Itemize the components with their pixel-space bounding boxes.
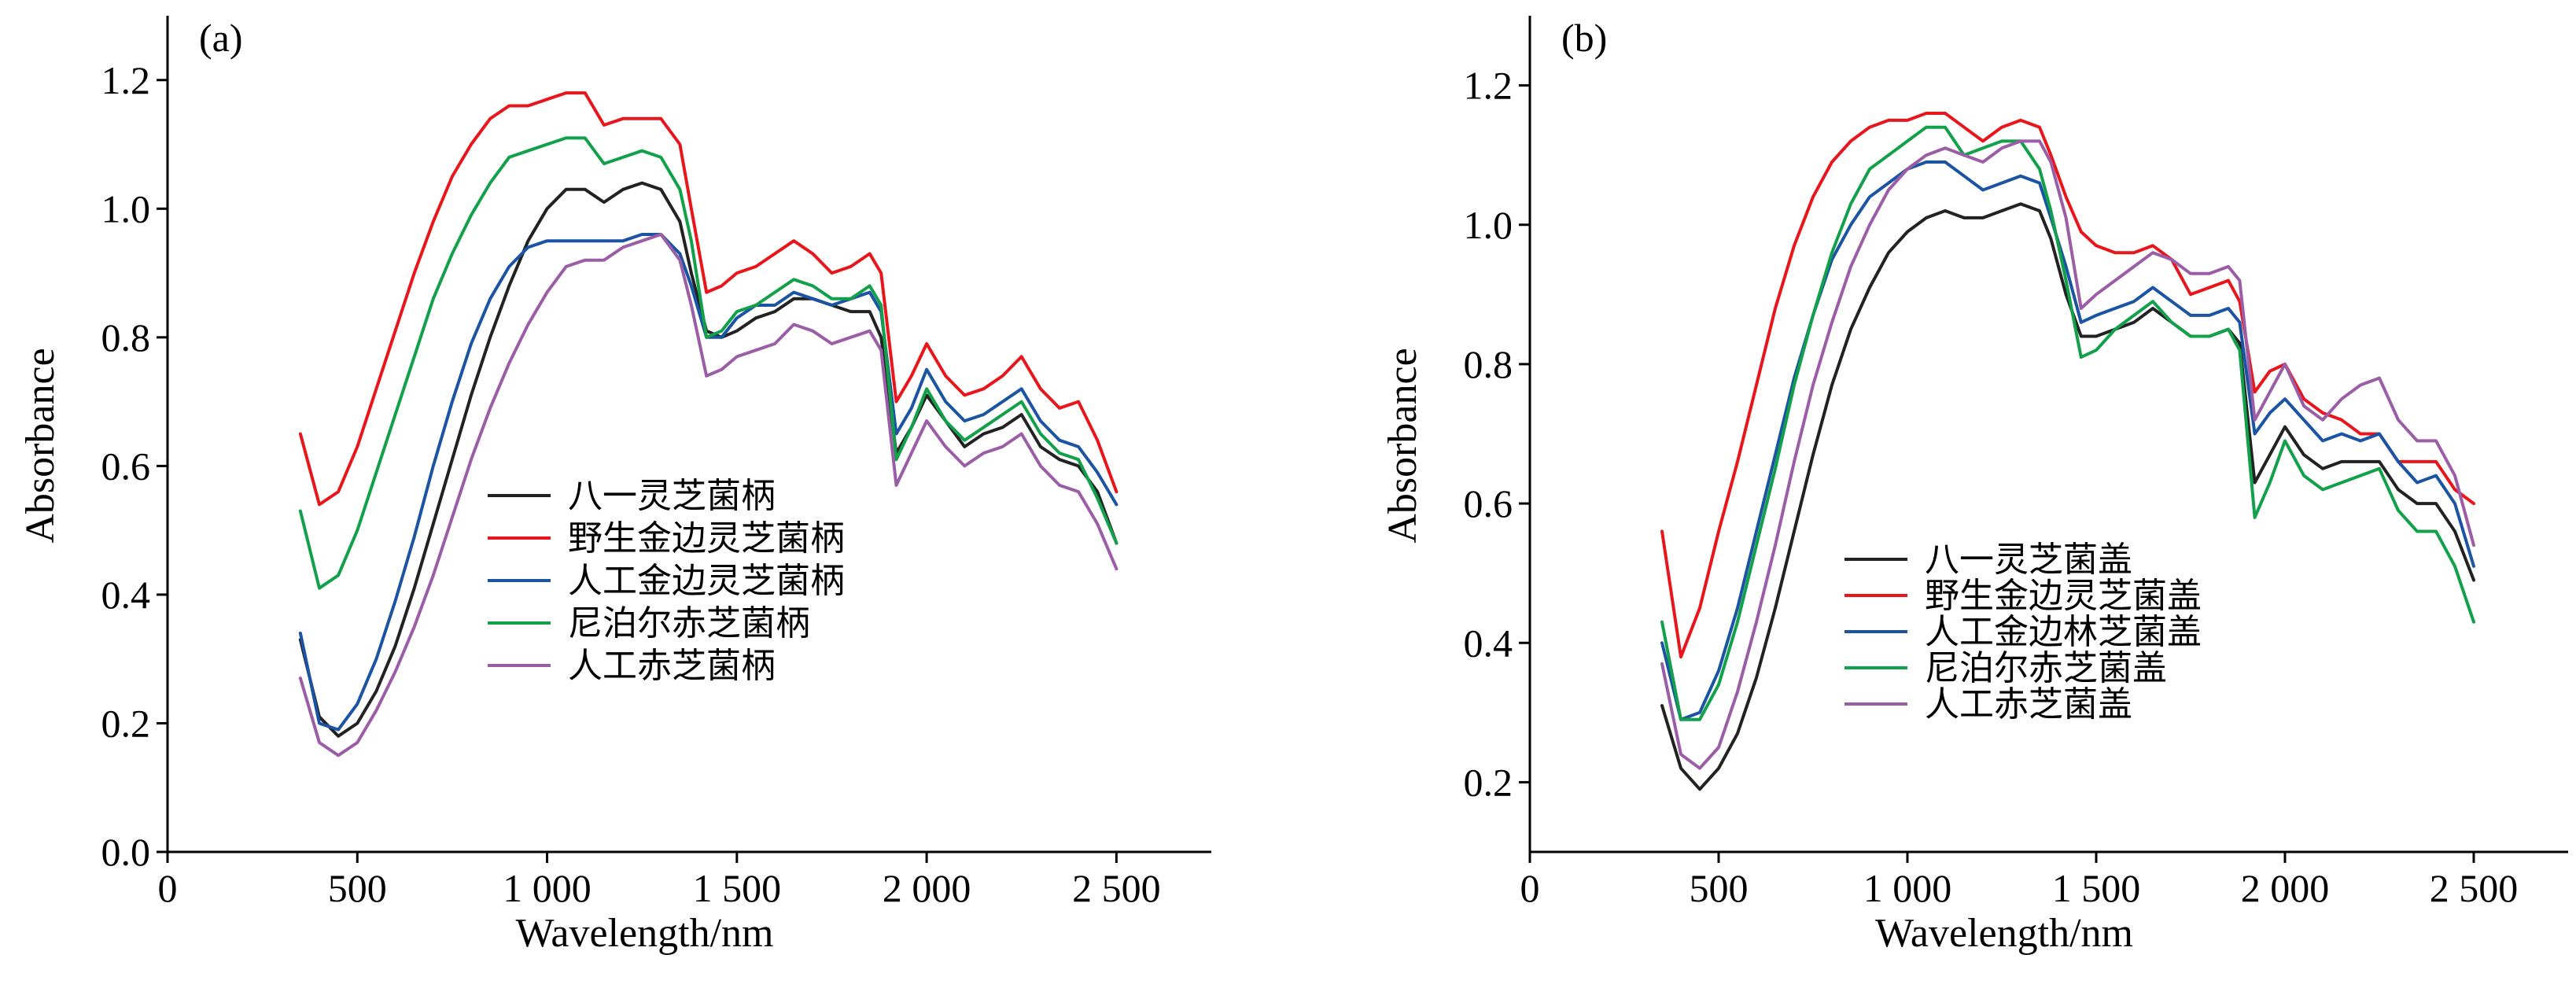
legend-label-1: 野生金边灵芝菌盖 bbox=[1925, 576, 2202, 616]
y-tick-label: 1.2 bbox=[1464, 64, 1513, 108]
y-axis-title: Absorbance bbox=[18, 348, 63, 543]
series-line-3 bbox=[298, 136, 1118, 590]
x-tick-label: 2 000 bbox=[883, 866, 971, 910]
chart-panel-0: 0 500 1 000 1 500 2 000 2 500 0.0 0.2 0.4 0.6 0.8 1… bbox=[18, 16, 1211, 956]
x-tick-label: 0 bbox=[1520, 866, 1540, 910]
y-tick-label: 0.2 bbox=[1464, 760, 1513, 804]
legend-label-2: 人工金边林芝菌盖 bbox=[1925, 612, 2202, 652]
x-tick-label: 2 500 bbox=[2430, 866, 2519, 910]
y-tick-label: 0.8 bbox=[1464, 342, 1513, 386]
x-tick-label: 1 500 bbox=[2052, 866, 2141, 910]
x-tick-label: 1 500 bbox=[693, 866, 782, 910]
y-tick-label: 0.6 bbox=[101, 444, 151, 488]
x-tick-label: 1 000 bbox=[503, 866, 591, 910]
legend-label-2: 人工金边灵芝菌柄 bbox=[568, 561, 845, 601]
x-axis-title: Wavelength/nm bbox=[1875, 911, 2133, 956]
legend-label-3: 尼泊尔赤芝菌柄 bbox=[568, 603, 810, 643]
x-tick-label: 2 000 bbox=[2241, 866, 2330, 910]
series-line-3 bbox=[1660, 125, 2475, 721]
x-tick-label: 500 bbox=[1690, 866, 1749, 910]
y-tick-label: 0.8 bbox=[101, 315, 151, 359]
x-tick-label: 1 000 bbox=[1863, 866, 1952, 910]
y-axis-title: Absorbance bbox=[1380, 348, 1425, 543]
series-line-4 bbox=[1660, 139, 2475, 770]
panel-label: (b) bbox=[1561, 16, 1607, 60]
y-tick-label: 1.0 bbox=[101, 186, 151, 230]
y-tick-label: 0.6 bbox=[1464, 481, 1513, 525]
legend-label-4: 人工赤芝菌盖 bbox=[1925, 684, 2132, 724]
legend-label-0: 八一灵芝菌盖 bbox=[1925, 540, 2132, 580]
panel-label: (a) bbox=[199, 16, 243, 60]
series-line-1 bbox=[1660, 112, 2475, 658]
legend-label-1: 野生金边灵芝菌柄 bbox=[568, 518, 845, 559]
y-tick-label: 0.2 bbox=[101, 701, 151, 745]
series-line-1 bbox=[298, 91, 1118, 507]
series-line-2 bbox=[298, 233, 1118, 732]
chart-panel-1: 0 500 1 000 1 500 2 000 2 500 0.2 0.4 0.6 0.8 1.0 1… bbox=[1380, 16, 2568, 956]
y-tick-label: 1.0 bbox=[1464, 203, 1513, 247]
y-tick-label: 1.2 bbox=[101, 58, 151, 102]
x-tick-label: 0 bbox=[158, 866, 178, 910]
series-line-4 bbox=[298, 233, 1118, 758]
legend-label-4: 人工赤芝菌柄 bbox=[568, 646, 776, 686]
legend-label-3: 尼泊尔赤芝菌盖 bbox=[1925, 648, 2167, 688]
legend-label-0: 八一灵芝菌柄 bbox=[568, 476, 776, 516]
x-tick-label: 500 bbox=[328, 866, 387, 910]
y-tick-label: 0.4 bbox=[101, 573, 151, 617]
x-tick-label: 2 500 bbox=[1072, 866, 1161, 910]
y-tick-label: 0.4 bbox=[1464, 621, 1513, 665]
y-tick-label: 0.0 bbox=[101, 830, 151, 874]
x-axis-title: Wavelength/nm bbox=[516, 911, 774, 956]
